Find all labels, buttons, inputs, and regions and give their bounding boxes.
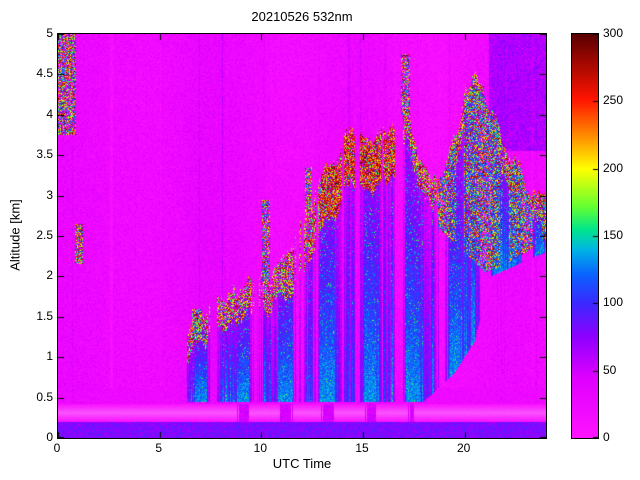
x-tick-label: 15 [355, 441, 369, 455]
y-tick-label: 0 [46, 430, 53, 444]
y-tick-label: 3.5 [36, 147, 53, 162]
y-tick-label: 0.5 [36, 389, 53, 404]
colorbar-tick-label: 300 [603, 26, 624, 40]
colorbar-tick-label: 0 [603, 430, 610, 444]
y-tick-label: 5 [46, 26, 53, 40]
y-tick-label: 1 [46, 349, 53, 364]
colorbar [571, 33, 599, 439]
colorbar-tick-label: 100 [603, 295, 624, 310]
colorbar-tick-label: 250 [603, 93, 624, 108]
y-tick-label: 2.5 [36, 228, 53, 242]
x-tick-label: 20 [456, 441, 471, 455]
colorbar-tick-label: 150 [603, 228, 624, 242]
y-tick-label: 3 [46, 187, 53, 202]
x-tick-label: 5 [155, 441, 162, 455]
colorbar-tick-label: 50 [603, 362, 617, 377]
y-tick-label: 1.5 [36, 308, 53, 323]
x-tick-label: 0 [53, 441, 61, 455]
x-axis-label: UTC Time [272, 456, 332, 471]
colorbar-tick-label: 200 [603, 160, 624, 175]
plot-area [57, 33, 547, 439]
x-tick-label: 10 [253, 441, 267, 455]
colorbar-canvas [572, 34, 598, 438]
y-tick-label: 4 [46, 106, 53, 121]
y-tick-label: 4.5 [36, 66, 53, 81]
chart-title: 20210526 532nm [251, 9, 353, 24]
y-tick-label: 2 [46, 268, 53, 283]
heatmap-canvas [58, 34, 546, 438]
